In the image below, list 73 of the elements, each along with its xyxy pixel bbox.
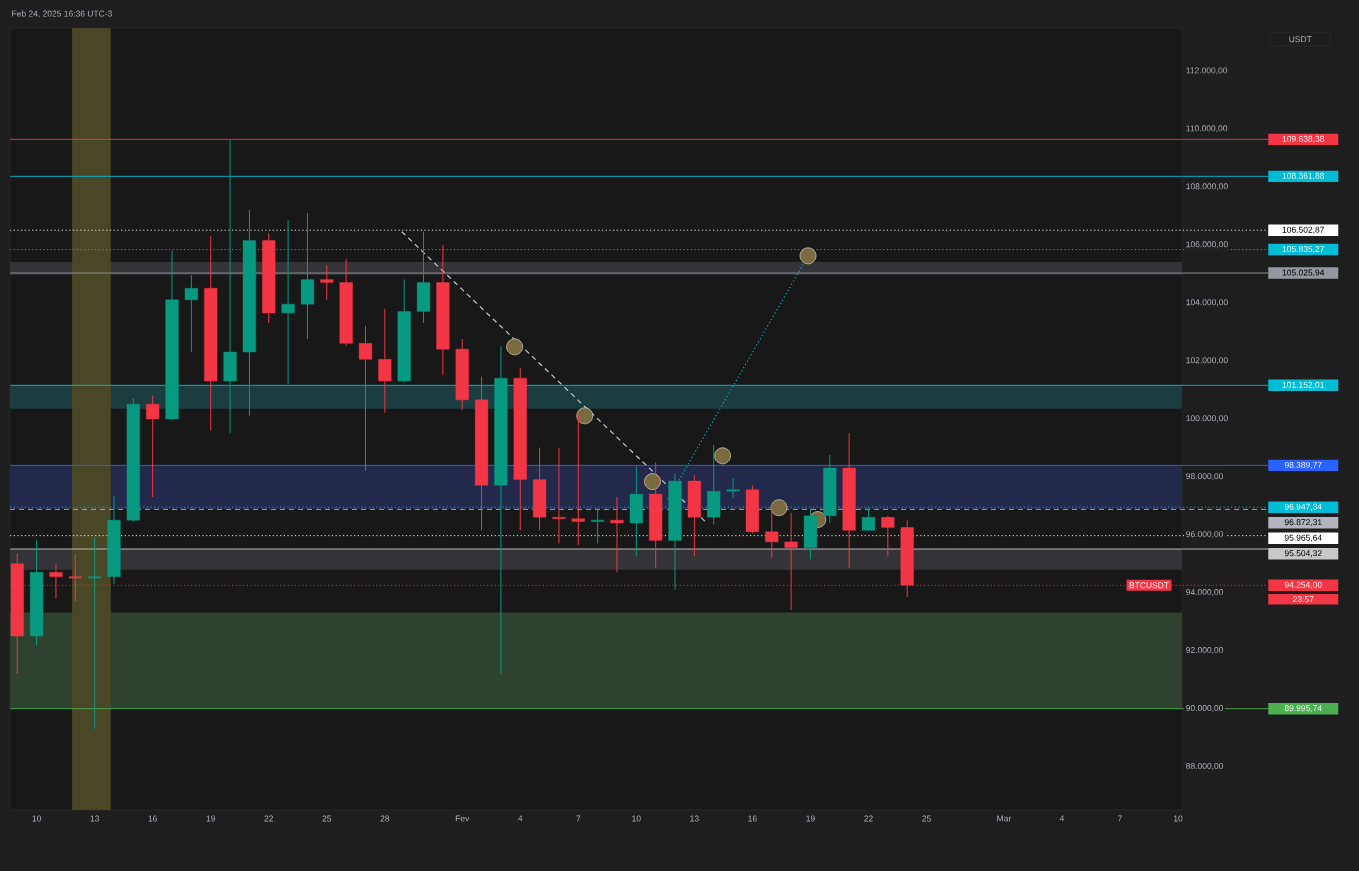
candlestick — [146, 395, 160, 498]
candlestick — [320, 264, 334, 301]
ref-line-label: 96.872,31 — [1284, 519, 1322, 527]
x-tick-label: 13 — [90, 815, 99, 822]
ref-line-label: 105.025,94 — [1282, 269, 1325, 277]
x-tick-label: 16 — [148, 815, 158, 822]
candlestick — [358, 325, 373, 472]
annotation: BTCUSDT — [1129, 582, 1169, 589]
point — [576, 407, 594, 425]
y-tick-label: 92.000,00 — [1186, 647, 1224, 655]
x-tick-label: 22 — [864, 815, 873, 822]
candlestick — [765, 503, 779, 559]
y-tick-label: 90.000,00 — [1186, 705, 1224, 713]
y-tick-label: 102.000,00 — [1186, 357, 1228, 365]
point — [770, 499, 788, 517]
x-tick-label: 10 — [32, 815, 41, 822]
ref-line-label: 94.254,00 — [1284, 581, 1322, 589]
x-tick-label: 19 — [806, 815, 815, 822]
point — [506, 338, 524, 356]
ref-line-label: 109.638,38 — [1282, 135, 1325, 143]
candlestick — [861, 506, 876, 531]
ref-line-label: 96.947,34 — [1284, 503, 1322, 511]
y-tick-label: 100.000,00 — [1186, 415, 1228, 423]
chart-title: Feb 24, 2025 16:36 UTC-3 — [12, 10, 112, 18]
y-tick-label: 104.000,00 — [1186, 299, 1228, 307]
x-tick-label: Mar — [997, 815, 1012, 822]
x-tick-label: 13 — [690, 815, 699, 822]
candlestick — [591, 508, 605, 544]
y-tick-label: 108.000,00 — [1186, 183, 1228, 191]
y-tick-label: 112.000,00 — [1186, 67, 1228, 75]
x-tick-label: 4 — [1059, 815, 1065, 822]
ref-line-label: 105.835,27 — [1282, 246, 1324, 254]
candlestick — [726, 477, 740, 499]
y-tick-label: 88.000,00 — [1186, 763, 1224, 771]
candlestick — [223, 139, 237, 434]
x-tick-label: 10 — [1173, 815, 1183, 822]
ref-line-label: 101.152,01 — [1282, 381, 1325, 389]
candlestick — [784, 512, 798, 611]
x-tick-label: 16 — [748, 815, 757, 822]
candlestick — [378, 308, 392, 414]
x-tick-label: 25 — [922, 815, 931, 822]
candlestick — [881, 515, 895, 557]
candlestick — [184, 274, 198, 353]
candlestick — [88, 537, 102, 730]
y-tick-label: 94.000,00 — [1186, 589, 1224, 597]
x-tick-label: 28 — [380, 815, 390, 822]
candlestick — [571, 413, 585, 546]
x-tick-label: 7 — [576, 815, 581, 822]
ref-line-label: 98.389,77 — [1284, 461, 1322, 469]
point — [799, 247, 817, 265]
x-tick-label: 4 — [518, 815, 523, 822]
x-tick-label: 22 — [264, 815, 274, 822]
point — [714, 447, 731, 465]
x-tick-label: Fev — [455, 815, 470, 822]
ref-line-label: 95.965,64 — [1284, 534, 1322, 542]
ref-line-label: 106.502,87 — [1282, 226, 1324, 234]
candlestick — [610, 496, 624, 573]
y-tick-label: 106.000,00 — [1186, 241, 1228, 249]
text: 23:57 — [1293, 596, 1314, 603]
ref-line-label: 95.504,32 — [1284, 550, 1322, 558]
y-tick-label: 110.000,00 — [1186, 125, 1228, 133]
x-tick-label: 19 — [206, 815, 216, 822]
ref-line-label: 89.995,74 — [1284, 705, 1322, 713]
y-tick-label: 96.000,00 — [1186, 531, 1224, 539]
x-tick-label: 25 — [322, 815, 332, 822]
text: USDT — [1289, 36, 1312, 43]
y-tick-label: 98.000,00 — [1186, 473, 1224, 481]
x-tick-label: 10 — [632, 815, 641, 822]
candlestick — [281, 219, 295, 385]
candlestick — [552, 447, 566, 544]
ref-line-label: 108.361,88 — [1282, 172, 1325, 180]
x-tick-label: 7 — [1118, 815, 1122, 822]
point — [644, 473, 661, 490]
